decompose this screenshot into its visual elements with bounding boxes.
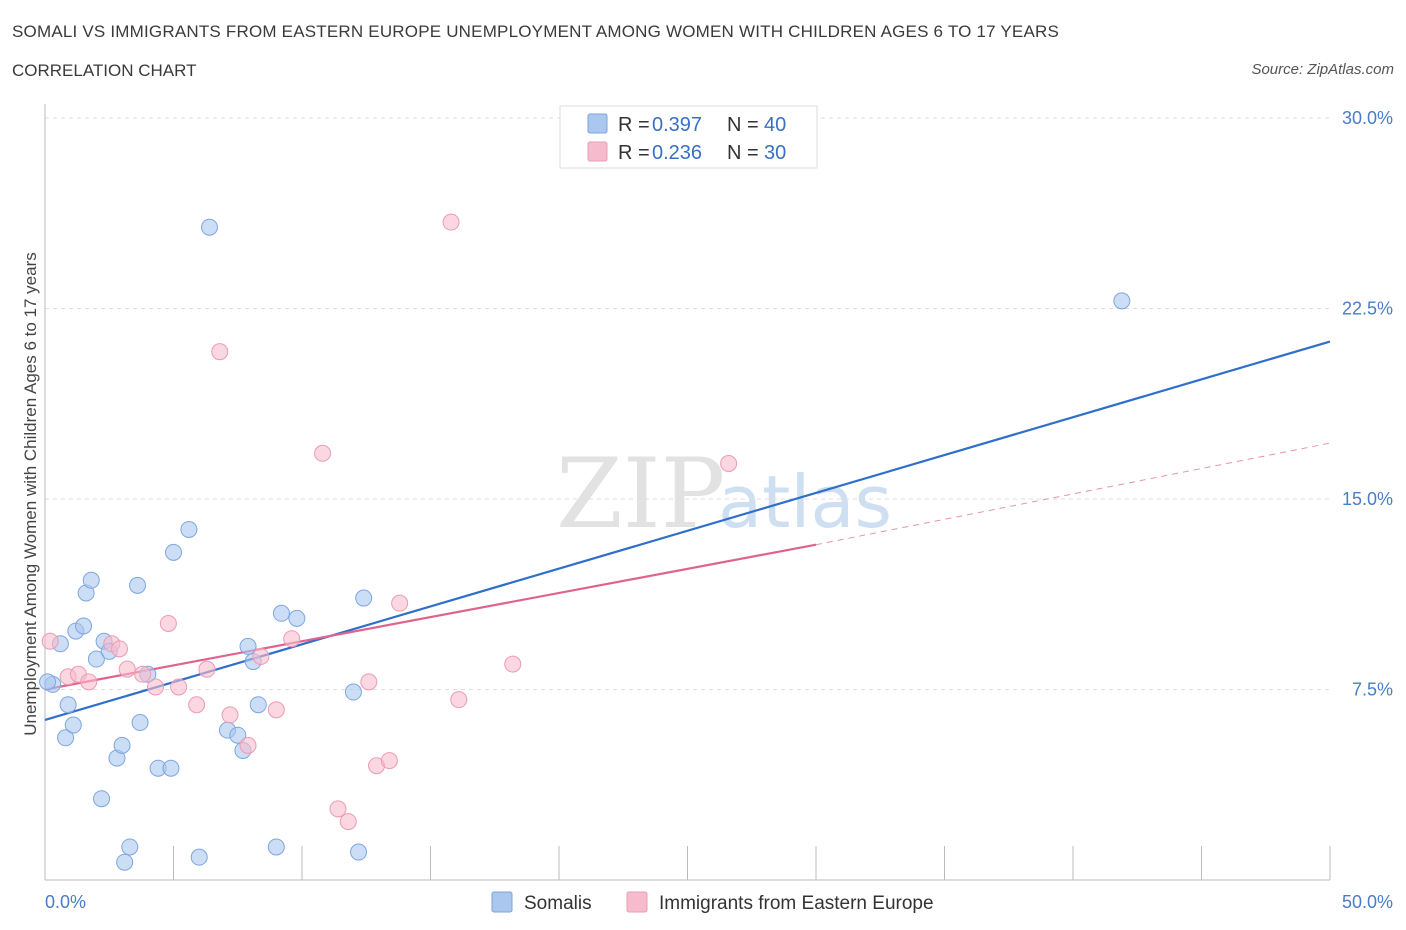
point-somalis — [64, 716, 82, 734]
point-eastern-europe — [41, 632, 59, 650]
legend-r-value-1: 0.397 — [652, 114, 702, 136]
legend-n-label-2: N = — [727, 142, 759, 164]
point-somalis — [39, 673, 57, 691]
point-eastern-europe — [504, 655, 522, 673]
x-tick-label: 50.0% — [1342, 892, 1393, 912]
watermark-zip: ZIP — [556, 438, 725, 550]
point-eastern-europe — [442, 213, 460, 231]
point-somalis — [57, 729, 75, 747]
point-somalis — [239, 637, 257, 655]
point-somalis — [165, 543, 182, 561]
point-somalis — [116, 853, 134, 871]
point-eastern-europe — [339, 813, 357, 831]
legend-n-value-1: 40 — [764, 114, 786, 136]
y-tick-label: 7.5% — [1352, 680, 1393, 700]
chart-subtitle: CORRELATION CHART — [12, 61, 197, 80]
bottom-legend-eastern-europe: Immigrants from Eastern Europe — [659, 893, 934, 914]
point-eastern-europe — [329, 800, 347, 818]
y-tick-label: 30.0% — [1342, 108, 1393, 128]
data-points — [39, 213, 1131, 871]
point-eastern-europe — [239, 736, 257, 754]
point-eastern-europe — [118, 660, 136, 678]
point-eastern-europe — [147, 678, 165, 696]
point-somalis — [272, 604, 290, 622]
point-eastern-europe — [170, 678, 188, 696]
point-eastern-europe — [80, 673, 98, 691]
point-somalis — [288, 609, 306, 627]
point-somalis — [131, 714, 149, 732]
point-eastern-europe — [360, 673, 378, 691]
point-somalis — [200, 218, 218, 236]
point-somalis — [344, 683, 362, 701]
point-somalis — [180, 520, 198, 538]
point-eastern-europe — [314, 444, 332, 462]
point-eastern-europe — [221, 706, 239, 724]
legend-swatch-eastern-europe — [587, 141, 608, 162]
trend-lines — [44, 340, 1331, 722]
bottom-legend-somalis: Somalis — [524, 893, 592, 914]
source-label: Source: ZipAtlas.com — [1251, 61, 1394, 78]
point-somalis — [190, 848, 208, 866]
y-axis-label: Unemployment Among Women with Children A… — [21, 252, 40, 736]
point-eastern-europe — [134, 665, 152, 683]
point-somalis — [355, 589, 373, 607]
point-eastern-europe — [111, 640, 129, 658]
point-somalis — [249, 696, 267, 714]
point-somalis — [129, 576, 147, 594]
point-somalis — [229, 726, 247, 744]
point-eastern-europe — [283, 630, 301, 648]
grid-lines — [45, 117, 1330, 690]
axes — [44, 104, 1331, 881]
legend-r-label-2: R = — [618, 142, 650, 164]
point-somalis — [113, 736, 131, 754]
point-somalis — [82, 571, 100, 589]
trend-line-somalis — [44, 340, 1331, 722]
legend-r-value-2: 0.236 — [652, 142, 702, 164]
y-tick-label: 22.5% — [1342, 299, 1393, 319]
y-tick-label: 15.0% — [1342, 489, 1393, 509]
bottom-legend-swatch-eastern-europe — [626, 891, 648, 913]
trend-line-eastern-europe — [44, 543, 817, 691]
legend-n-value-2: 30 — [764, 142, 786, 164]
point-somalis — [93, 790, 111, 808]
chart-title: SOMALI VS IMMIGRANTS FROM EASTERN EUROPE… — [12, 22, 1060, 41]
point-eastern-europe — [391, 594, 409, 612]
point-somalis — [75, 617, 93, 635]
x-tick-label: 0.0% — [45, 892, 86, 912]
bottom-legend-swatch-somalis — [491, 891, 513, 913]
watermark: ZIP atlas — [556, 438, 892, 550]
point-somalis — [87, 650, 105, 668]
point-somalis — [121, 838, 139, 856]
point-eastern-europe — [720, 454, 738, 472]
point-eastern-europe — [188, 696, 206, 714]
point-somalis — [350, 843, 368, 861]
legend-box: R = 0.397 N = 40 R = 0.236 N = 30 — [559, 105, 818, 169]
point-eastern-europe — [198, 660, 216, 678]
point-somalis — [1113, 292, 1131, 310]
point-eastern-europe — [252, 647, 270, 665]
point-eastern-europe — [380, 752, 398, 770]
legend-swatch-somalis — [587, 113, 608, 134]
point-eastern-europe — [211, 343, 229, 361]
point-eastern-europe — [267, 701, 285, 719]
legend-r-label-1: R = — [618, 114, 650, 136]
legend-n-label-1: N = — [727, 114, 759, 136]
point-somalis — [267, 838, 285, 856]
point-eastern-europe — [159, 614, 177, 632]
bottom-legend: Somalis Immigrants from Eastern Europe — [491, 891, 934, 914]
point-somalis — [162, 759, 180, 777]
axis-ticks: 7.5% 15.0% 22.5% 30.0% 0.0% 50.0% — [45, 108, 1393, 912]
point-eastern-europe — [450, 691, 468, 709]
point-somalis — [59, 696, 77, 714]
watermark-atlas: atlas — [718, 460, 892, 544]
trend-line-eastern-europe-projection — [815, 442, 1331, 546]
